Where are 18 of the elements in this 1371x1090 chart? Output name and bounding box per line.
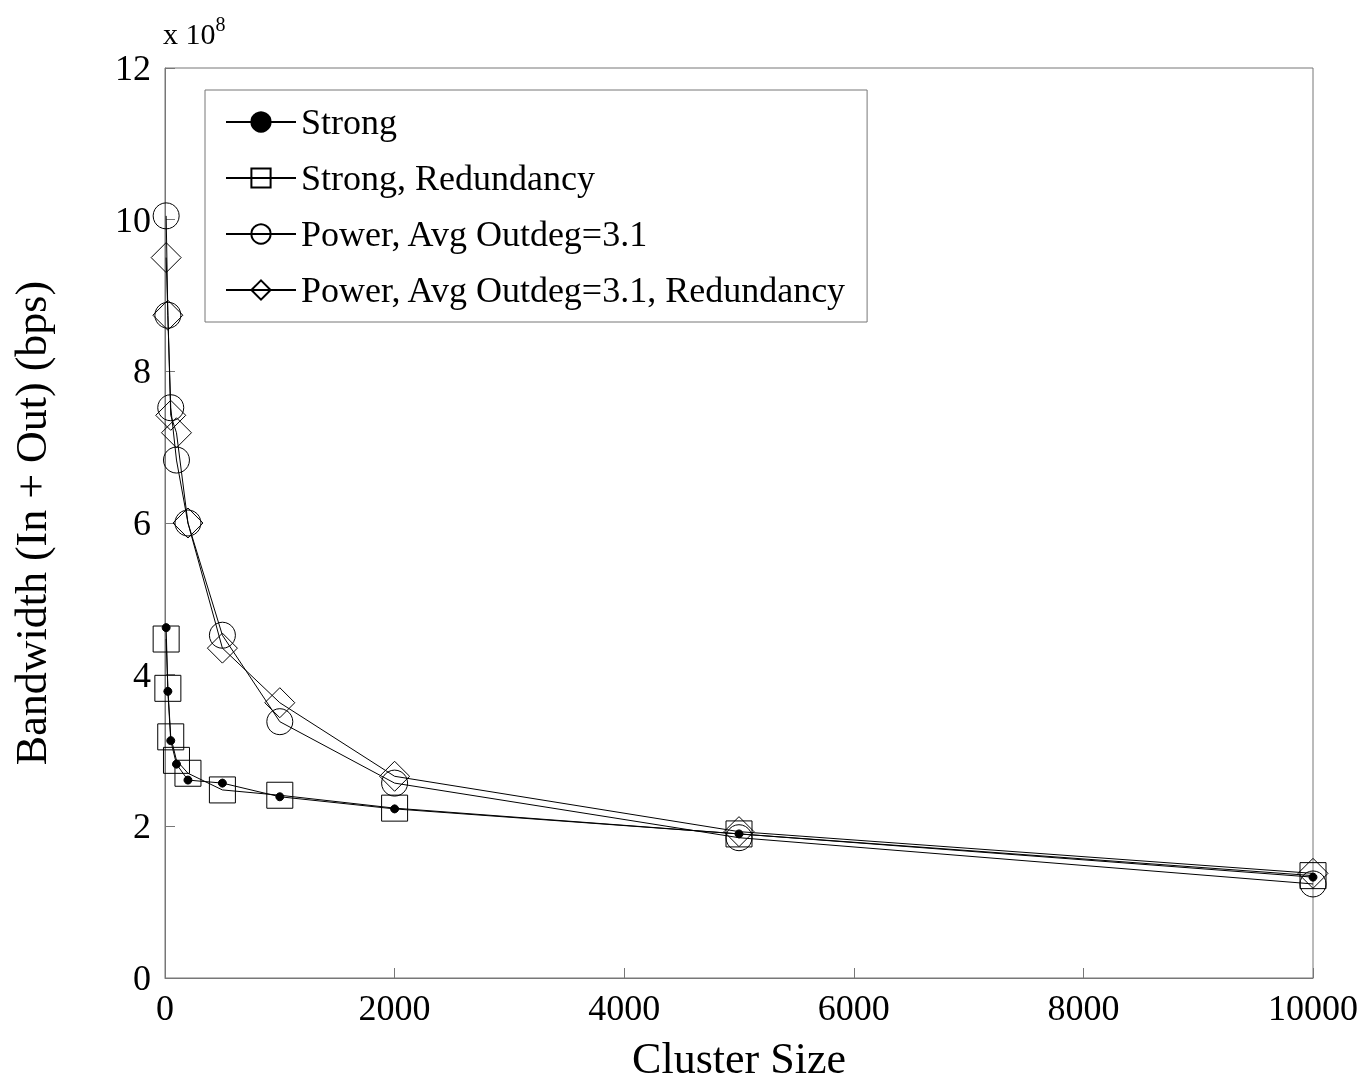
y-tick-label: 6 bbox=[133, 503, 151, 543]
y-tick-label: 12 bbox=[115, 48, 151, 88]
x-tick-label: 2000 bbox=[358, 988, 431, 1028]
x-tick-label: 10000 bbox=[1268, 988, 1358, 1028]
y-tick-label: 8 bbox=[133, 351, 151, 392]
x-tick-label: 4000 bbox=[588, 988, 661, 1028]
y-tick-label: 0 bbox=[133, 958, 151, 998]
legend-label: Power, Avg Outdeg=3.1, Redundancy bbox=[301, 270, 846, 310]
x-tick-label: 6000 bbox=[817, 988, 890, 1028]
legend-label: Power, Avg Outdeg=3.1 bbox=[301, 214, 648, 254]
x-tick-label: 8000 bbox=[1047, 988, 1120, 1028]
y-axis-title: Bandwidth (In + Out) (bps) bbox=[6, 280, 56, 766]
x-axis-title: Cluster Size bbox=[632, 1033, 846, 1083]
y-tick-label: 4 bbox=[133, 654, 151, 695]
legend-label: Strong bbox=[301, 102, 398, 142]
legend-label: Strong, Redundancy bbox=[301, 158, 595, 198]
y-tick-label: 10 bbox=[115, 199, 151, 240]
y-tick-label: 2 bbox=[133, 806, 151, 847]
